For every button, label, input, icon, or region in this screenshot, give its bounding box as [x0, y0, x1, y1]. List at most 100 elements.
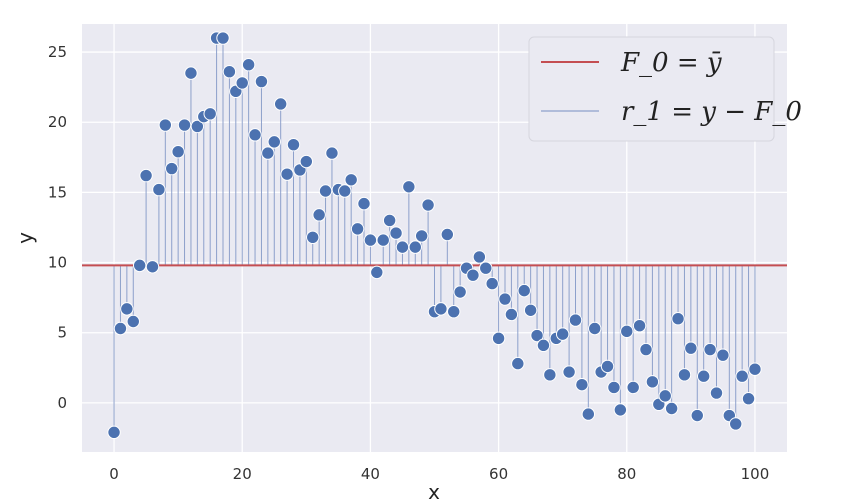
data-point	[671, 311, 685, 326]
data-point	[132, 258, 147, 273]
data-point	[748, 362, 762, 376]
data-point	[107, 425, 121, 440]
y-axis-title: y	[13, 232, 37, 244]
data-point	[523, 303, 538, 317]
data-point	[511, 356, 525, 371]
data-point	[357, 196, 371, 211]
data-point	[222, 65, 237, 79]
data-point	[575, 377, 589, 392]
data-point	[632, 319, 647, 333]
x-axis-title: x	[428, 480, 440, 503]
data-point	[414, 229, 429, 243]
data-point	[517, 283, 531, 298]
data-point	[363, 233, 378, 247]
data-point	[485, 276, 499, 291]
data-point	[664, 401, 679, 416]
y-tick-label: 0	[57, 394, 67, 412]
data-point	[626, 380, 640, 395]
data-point	[350, 222, 365, 236]
data-point	[261, 146, 275, 160]
data-point	[184, 66, 198, 80]
data-point	[312, 208, 326, 222]
data-point	[370, 265, 384, 280]
data-point	[645, 375, 660, 389]
data-point	[273, 97, 288, 111]
data-point	[735, 369, 749, 383]
data-point	[639, 342, 653, 357]
data-points	[107, 31, 762, 440]
data-point	[299, 154, 314, 169]
data-point	[145, 260, 160, 274]
x-tick-label: 80	[617, 465, 636, 483]
data-point	[139, 168, 153, 183]
data-point	[613, 403, 628, 417]
data-point	[466, 268, 480, 282]
x-tick-label: 20	[233, 465, 252, 483]
data-point	[318, 184, 333, 198]
data-point	[658, 389, 672, 403]
data-point	[376, 233, 390, 247]
data-point	[177, 118, 192, 132]
data-point	[165, 161, 179, 176]
data-point	[690, 408, 704, 423]
data-point	[113, 321, 128, 336]
data-point	[171, 144, 185, 159]
data-point	[408, 240, 422, 254]
data-point	[568, 313, 583, 327]
data-point	[607, 380, 621, 395]
data-point	[472, 250, 487, 264]
x-tick-label: 0	[109, 465, 119, 483]
y-tick-label: 15	[48, 183, 67, 201]
data-point	[421, 198, 435, 212]
data-point	[684, 341, 698, 355]
data-point	[286, 137, 301, 152]
data-point	[600, 359, 615, 374]
data-point	[716, 348, 730, 362]
data-point	[338, 184, 352, 198]
data-point	[254, 74, 269, 89]
data-point	[729, 417, 743, 431]
legend-mean-label: F_0 = ȳ	[620, 48, 722, 78]
data-point	[498, 292, 512, 306]
data-point	[126, 314, 140, 329]
legend-residual-label: r_1 = y − F_0	[621, 97, 802, 127]
data-point	[325, 146, 339, 160]
data-point	[703, 342, 717, 357]
data-point	[158, 118, 173, 132]
y-tick-label: 5	[57, 324, 67, 342]
data-point	[216, 31, 230, 45]
data-point	[555, 327, 570, 341]
y-tick-label: 10	[48, 254, 67, 272]
data-point	[620, 324, 634, 339]
data-point	[389, 226, 403, 240]
data-point	[120, 302, 134, 316]
data-point	[562, 365, 576, 379]
data-point	[440, 227, 455, 242]
residual-stems	[113, 38, 756, 433]
data-point	[581, 407, 596, 421]
x-tick-label: 60	[489, 465, 508, 483]
data-point	[152, 182, 166, 197]
data-point	[504, 307, 519, 322]
data-point	[588, 321, 602, 336]
data-point	[248, 128, 262, 142]
data-point	[235, 76, 249, 90]
data-point	[382, 213, 397, 228]
data-point	[447, 304, 461, 319]
data-point	[491, 331, 506, 346]
data-point	[395, 240, 410, 254]
y-tick-label: 25	[48, 43, 67, 61]
data-point	[241, 57, 256, 72]
data-point	[203, 107, 217, 121]
data-point	[543, 368, 557, 382]
data-point	[267, 135, 281, 149]
data-point	[434, 302, 448, 316]
y-tick-label: 20	[48, 113, 67, 131]
data-point	[453, 285, 467, 299]
data-point	[306, 230, 320, 244]
data-point	[677, 368, 692, 382]
data-point	[741, 391, 756, 406]
x-tick-label: 40	[361, 465, 380, 483]
